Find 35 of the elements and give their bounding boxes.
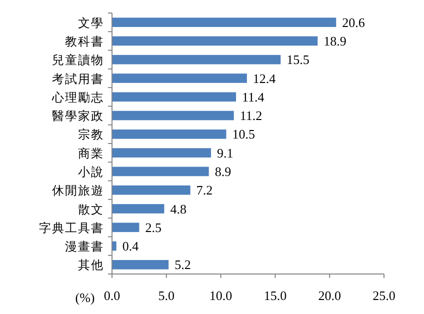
data-label: 0.4 [122, 238, 140, 254]
y-tick-label: 教科書 [65, 34, 104, 48]
data-label: 20.6 [342, 14, 366, 30]
data-label: 10.5 [232, 126, 255, 142]
y-tick-label: 商業 [78, 146, 104, 160]
x-axis-title: (%) [75, 290, 95, 305]
y-tick-label: 心理勵志 [51, 90, 104, 104]
data-label: 2.5 [145, 220, 162, 235]
x-tick-label: 25.0 [372, 288, 396, 303]
x-tick-label: 10.0 [209, 288, 232, 303]
y-tick-label: 散文 [78, 202, 104, 216]
x-tick-label: 15.0 [264, 288, 287, 303]
data-label: 11.2 [240, 108, 262, 124]
x-tick-label: 20.0 [318, 288, 341, 303]
y-tick-label: 漫畫書 [65, 240, 104, 254]
y-tick-label: 文學 [78, 16, 104, 30]
y-tick-label: 宗教 [78, 128, 104, 142]
data-label: 9.1 [217, 145, 234, 160]
data-label: 5.2 [174, 257, 191, 272]
y-tick-label: 醫學家政 [52, 109, 104, 124]
x-tick-label: 0.0 [104, 288, 120, 303]
data-label: 15.5 [286, 52, 310, 68]
data-label: 4.8 [170, 201, 186, 216]
data-label: 12.4 [252, 70, 276, 86]
x-tick-label: 5.0 [158, 288, 175, 303]
y-tick-label: 休閒旅遊 [52, 184, 104, 198]
data-label: 11.4 [242, 89, 265, 104]
y-tick-label: 小說 [78, 164, 104, 179]
y-tick-label: 其他 [78, 258, 104, 272]
data-label: 7.2 [196, 182, 213, 198]
data-label: 18.9 [324, 33, 346, 48]
y-tick-label: 考試用書 [52, 72, 104, 86]
y-tick-label: 字典工具書 [39, 220, 104, 235]
data-label: 8.9 [214, 164, 232, 179]
y-tick-label: 兒童讀物 [52, 53, 104, 68]
